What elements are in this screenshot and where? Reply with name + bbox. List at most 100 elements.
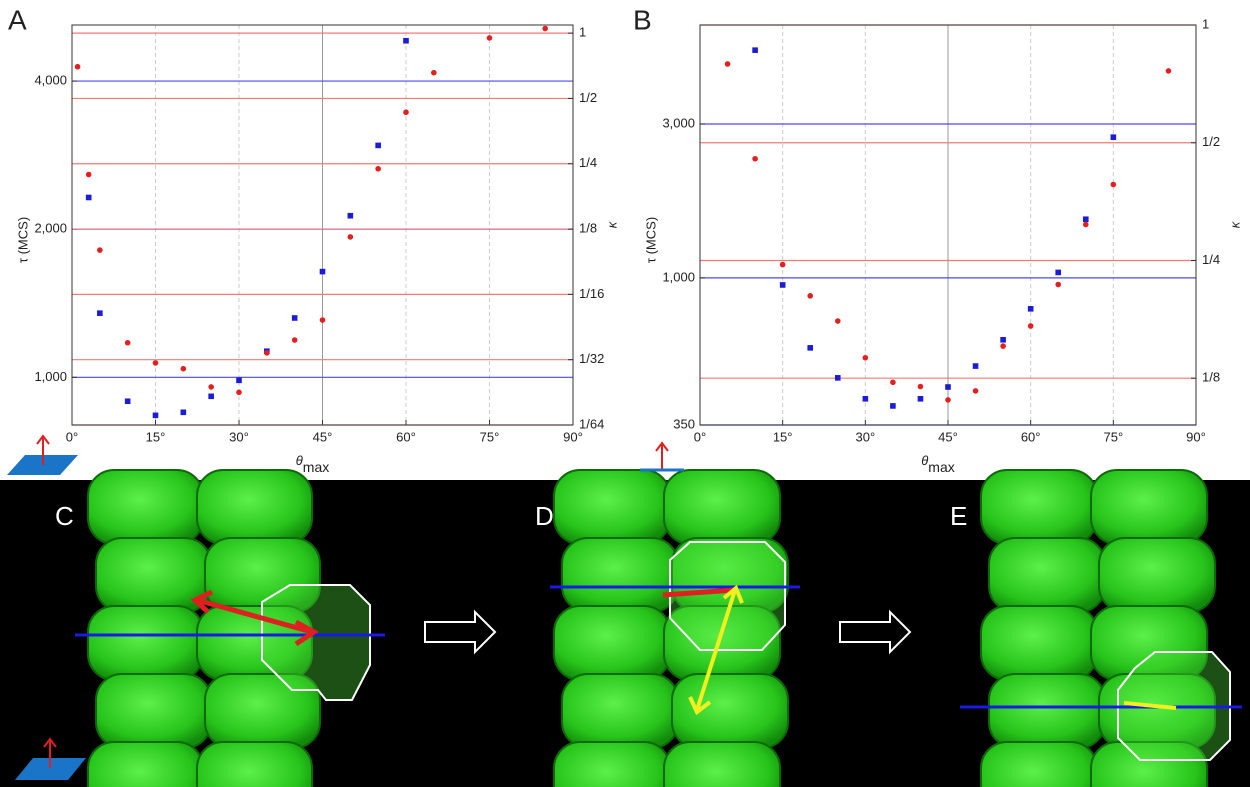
y-tick-label: 1,000 <box>34 369 67 384</box>
data-point <box>834 375 841 381</box>
data-point <box>403 109 409 116</box>
data-point <box>319 317 326 323</box>
data-point <box>152 360 159 366</box>
data-point <box>724 61 731 67</box>
y2-tick-label: 1/2 <box>1202 134 1220 149</box>
cell <box>553 605 671 681</box>
data-point <box>1055 269 1062 276</box>
x-axis-label: θmax <box>921 453 955 474</box>
cell <box>980 741 1098 787</box>
y2-tick-label: 1/8 <box>1202 370 1220 385</box>
data-point <box>97 310 103 316</box>
x-axis-label-sub: max <box>928 459 954 475</box>
data-point <box>264 350 270 356</box>
data-point <box>917 395 924 402</box>
transition-arrow <box>424 609 912 655</box>
y-axis-label: τ (MCS) <box>15 217 30 263</box>
y-tick-label: 2,000 <box>34 221 67 236</box>
data-point <box>862 354 869 361</box>
data-point <box>1000 336 1006 343</box>
data-point <box>1110 181 1117 188</box>
data-point <box>779 261 786 268</box>
y2-axis-label: κ <box>604 220 619 228</box>
cell <box>196 741 313 787</box>
data-point <box>375 165 381 172</box>
panel-label: D <box>535 501 554 531</box>
data-point <box>208 393 214 400</box>
data-point <box>291 337 298 343</box>
y2-axis-label: κ <box>1227 220 1242 228</box>
cell <box>553 469 671 545</box>
data-point <box>1082 216 1089 223</box>
orientation-icon <box>15 737 86 780</box>
data-point <box>180 365 187 372</box>
plot-frame <box>699 24 1197 426</box>
x-tick-label: 15° <box>146 429 166 444</box>
data-point <box>890 403 896 409</box>
data-point <box>1027 323 1034 329</box>
data-point <box>85 171 92 178</box>
data-point <box>779 282 786 288</box>
cell <box>1090 741 1208 787</box>
arrow-head <box>190 589 214 614</box>
x-tick-label: 75° <box>1103 429 1123 444</box>
data-point <box>1027 306 1034 312</box>
data-point <box>542 25 548 32</box>
data-point <box>945 384 951 390</box>
panel-label: E <box>950 501 967 531</box>
data-point <box>1110 134 1117 140</box>
cell <box>87 469 204 545</box>
data-point <box>752 155 758 162</box>
arrow-head <box>688 696 712 716</box>
y2-tick-label: 1/64 <box>579 416 604 431</box>
data-point <box>1082 221 1089 228</box>
cell <box>988 537 1106 613</box>
x-tick-label: 90° <box>563 429 583 444</box>
cell-outline <box>261 584 371 701</box>
cell <box>561 673 679 749</box>
arrow <box>196 597 313 635</box>
data-point <box>291 315 298 321</box>
y2-tick-label: 1/2 <box>579 90 597 105</box>
cell <box>980 469 1098 545</box>
data-point <box>1055 281 1062 288</box>
orientation-line <box>1123 701 1177 710</box>
y2-tick-label: 1/8 <box>579 220 597 235</box>
panel-label: C <box>55 501 74 531</box>
orientation-icon <box>7 434 78 475</box>
y2-tick-label: 1/16 <box>579 286 604 301</box>
cell <box>87 605 204 681</box>
data-point <box>945 397 951 403</box>
data-point <box>431 69 437 76</box>
data-point <box>152 412 159 419</box>
x-tick-label: 30° <box>855 429 875 444</box>
x-axis-label-main: θ <box>921 453 928 468</box>
data-point <box>208 384 214 390</box>
panel-label: B <box>633 4 652 35</box>
data-point <box>1165 68 1172 74</box>
data-point <box>124 398 131 405</box>
cell <box>671 673 789 749</box>
cell <box>988 673 1106 749</box>
data-point <box>752 47 758 53</box>
data-point <box>236 377 242 384</box>
cell <box>553 741 671 787</box>
x-axis-label-main: θ <box>296 453 303 468</box>
cell <box>663 741 781 787</box>
arrow <box>695 589 737 711</box>
data-point <box>347 234 354 240</box>
x-tick-label: 75° <box>480 429 500 444</box>
data-point <box>834 318 841 324</box>
data-point <box>375 142 381 149</box>
x-tick-label: 45° <box>313 429 333 444</box>
data-point <box>917 383 924 390</box>
y2-tick-label: 1/4 <box>1202 252 1220 267</box>
x-tick-label: 90° <box>1186 429 1206 444</box>
y2-tick-label: 1/32 <box>579 351 604 366</box>
x-tick-label: 60° <box>396 429 416 444</box>
data-point <box>347 212 354 219</box>
y-tick-label: 3,000 <box>662 115 695 130</box>
x-tick-label: 0° <box>694 429 706 444</box>
data-point <box>403 37 409 44</box>
